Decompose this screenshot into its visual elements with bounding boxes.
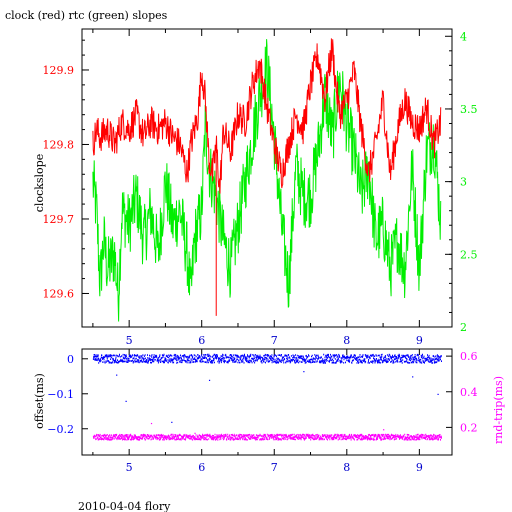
offset-left-ticks: 0 −0.1 −0.2: [47, 353, 88, 436]
offset-outlier: [303, 371, 305, 373]
slopes-frame: [81, 28, 453, 328]
offset-outlier: [208, 379, 211, 381]
rndtrip-y-tick-label: 0.4: [460, 386, 478, 399]
offset-x-ticks: 5 6 7 8 9: [92, 349, 423, 474]
footer-label: 2010-04-04 flory: [78, 500, 171, 512]
offset-x-tick-label: 9: [416, 461, 423, 474]
offset-y-tick-label: −0.1: [47, 388, 74, 401]
offset-points: [92, 353, 442, 364]
slopes-y2-tick-label: 2.5: [460, 248, 478, 261]
offset-outlier: [125, 400, 127, 402]
slopes-y2-tick-label: 4: [460, 30, 467, 43]
slopes-right-ticks: 2 2.5 3 3.5 4: [445, 30, 478, 334]
rndtrip-outlier: [383, 429, 385, 431]
offset-y-tick-label: 0: [67, 353, 74, 366]
slopes-y-label: clockslope: [33, 154, 46, 212]
rndtrip-y-tick-label: 0.6: [460, 350, 478, 363]
offset-outlier: [116, 374, 118, 376]
offset-right-ticks: 0.2 0.4 0.6: [446, 350, 478, 434]
rndtrip-y-label: rnd-trip(ms): [492, 376, 505, 444]
slopes-series: [92, 38, 442, 322]
rndtrip-outlier: [150, 422, 153, 425]
rtc-series-line: [92, 39, 442, 322]
offset-series: [92, 353, 442, 441]
slopes-panel: 5 6 7 8 9 129.6 129.7 129.8 129.9 2 2.5 3 3.5 4 clo…: [33, 28, 478, 347]
slopes-y2-tick-label: 3: [460, 176, 467, 189]
rndtrip-y-tick-label: 0.2: [460, 421, 478, 434]
slopes-left-ticks: 129.6 129.7 129.8 129.9: [43, 39, 89, 300]
offset-panel: 5 6 7 8 9 0 −0.1 −0.2 0.2 0.4 0.6 offset(ms) rnd…: [33, 348, 505, 474]
offset-y-tick-label: −0.2: [47, 423, 74, 436]
rndtrip-points: [92, 433, 442, 441]
offset-x-tick-label: 7: [271, 461, 278, 474]
slopes-y2-tick-label: 3.5: [460, 103, 478, 116]
offset-frame: [81, 348, 453, 456]
slopes-x-tick-label: 8: [343, 334, 350, 347]
chart-title: clock (red) rtc (green) slopes: [5, 9, 168, 22]
offset-y-label: offset(ms): [33, 373, 46, 429]
slopes-x-ticks: 5 6 7 8 9: [92, 29, 423, 347]
slopes-x-tick-label: 6: [198, 334, 205, 347]
slopes-x-tick-label: 5: [126, 334, 133, 347]
offset-x-tick-label: 8: [343, 461, 350, 474]
slopes-y-tick-label: 129.9: [43, 64, 75, 77]
slopes-y2-tick-label: 2: [460, 321, 467, 334]
slopes-y-tick-label: 129.6: [43, 287, 75, 300]
slopes-x-tick-label: 7: [271, 334, 278, 347]
offset-outlier: [412, 376, 414, 378]
rndtrip-outlier: [194, 432, 196, 434]
offset-outlier: [437, 393, 439, 395]
offset-x-tick-label: 5: [126, 461, 133, 474]
clock-series-line: [92, 38, 442, 194]
slopes-y-tick-label: 129.7: [43, 213, 75, 226]
offset-outlier: [171, 421, 173, 423]
slopes-x-tick-label: 9: [416, 334, 423, 347]
offset-x-tick-label: 6: [198, 461, 205, 474]
slopes-y-tick-label: 129.8: [43, 138, 75, 151]
